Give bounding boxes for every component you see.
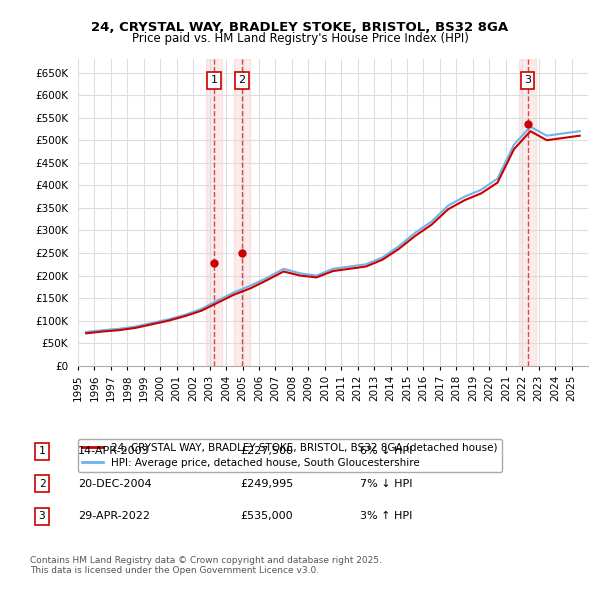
- Text: £227,500: £227,500: [240, 447, 293, 456]
- Text: 20-DEC-2004: 20-DEC-2004: [78, 479, 152, 489]
- Text: 7% ↓ HPI: 7% ↓ HPI: [360, 479, 413, 489]
- Text: 3: 3: [38, 512, 46, 521]
- Bar: [234, 59, 250, 366]
- Text: 14-APR-2003: 14-APR-2003: [78, 447, 149, 456]
- Text: £535,000: £535,000: [240, 512, 293, 521]
- Text: 2: 2: [238, 76, 245, 86]
- Text: 2: 2: [38, 479, 46, 489]
- Bar: [206, 59, 223, 366]
- Text: £249,995: £249,995: [240, 479, 293, 489]
- Text: Contains HM Land Registry data © Crown copyright and database right 2025.
This d: Contains HM Land Registry data © Crown c…: [30, 556, 382, 575]
- Bar: [520, 59, 536, 366]
- Text: 6% ↓ HPI: 6% ↓ HPI: [360, 447, 412, 456]
- Text: 29-APR-2022: 29-APR-2022: [78, 512, 150, 521]
- Text: 1: 1: [211, 76, 218, 86]
- Text: 3% ↑ HPI: 3% ↑ HPI: [360, 512, 412, 521]
- Text: 1: 1: [38, 447, 46, 456]
- Legend: 24, CRYSTAL WAY, BRADLEY STOKE, BRISTOL, BS32 8GA (detached house), HPI: Average: 24, CRYSTAL WAY, BRADLEY STOKE, BRISTOL,…: [78, 438, 502, 472]
- Text: 3: 3: [524, 76, 531, 86]
- Text: 24, CRYSTAL WAY, BRADLEY STOKE, BRISTOL, BS32 8GA: 24, CRYSTAL WAY, BRADLEY STOKE, BRISTOL,…: [91, 21, 509, 34]
- Text: Price paid vs. HM Land Registry's House Price Index (HPI): Price paid vs. HM Land Registry's House …: [131, 32, 469, 45]
